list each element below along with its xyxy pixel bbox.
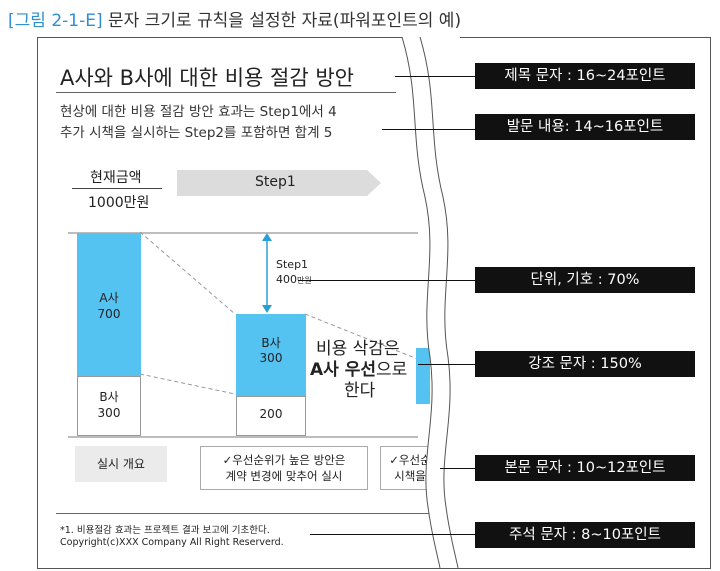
- emphasis-line-2: A사 우선으로: [310, 355, 407, 380]
- bar-a-company: A사 700: [77, 233, 141, 376]
- current-amount-value: 1000만원: [88, 195, 150, 211]
- callout-unit-size: 단위, 기호 : 70%: [475, 267, 695, 293]
- emphasis-strong-priority: 우선: [344, 360, 376, 380]
- title-underline: [56, 92, 396, 93]
- callout-body-size: 발문 내용: 14~16포인트: [475, 114, 695, 140]
- note-box-2-line-2: 시책을: [394, 469, 426, 483]
- slide-title: A사와 B사에 대한 비용 절감 방안: [60, 66, 354, 90]
- callout-text-size: 본문 문자 : 10~12포인트: [475, 455, 695, 481]
- body-line-2: 추가 시책을 실시하는 Step2를 포함하면 합계 5: [60, 125, 333, 141]
- bar-b-company: B사 300: [77, 376, 141, 436]
- callout-line-footnote: [310, 534, 475, 535]
- footnote-line-2: Copyright(c)XXX Company All Right Reserv…: [60, 537, 284, 548]
- body-line-1: 현상에 대한 비용 절감 방안 효과는 Step1에서 4: [60, 104, 337, 120]
- callout-line-title: [395, 76, 475, 77]
- step1-arrow-label: Step1: [255, 174, 296, 190]
- current-amount-divider: [72, 188, 162, 189]
- emphasis-line-1: 비용 삭감은: [316, 339, 400, 359]
- callout-footnote-size: 주석 문자 : 8~10포인트: [475, 522, 695, 548]
- implementation-summary-box: 실시 개요: [75, 446, 167, 482]
- footnote-line-1: *1. 비용절감 효과는 프로젝트 결과 보고에 기초한다.: [60, 525, 270, 536]
- bar3-clipped: [416, 348, 430, 404]
- torn-edge: [401, 37, 460, 568]
- callout-line-unit: [298, 280, 475, 281]
- figure-tag: [그림 2-1-E]: [8, 11, 103, 31]
- note-box-1-line-1: ✓우선순위가 높은 방안은: [222, 453, 346, 467]
- figure-title: [그림 2-1-E] 문자 크기로 규칙을 설정한 자료(파워포인트의 예): [8, 6, 461, 31]
- step1-arrow-shape: [177, 170, 381, 196]
- chart-top-line: [68, 232, 418, 234]
- step-delta-label: Step1: [276, 258, 309, 271]
- figure-title-text: 문자 크기로 규칙을 설정한 자료(파워포인트의 예): [102, 11, 462, 31]
- connector-lines: [140, 232, 421, 395]
- emphasis-suffix: 으로: [376, 360, 408, 380]
- step-delta-number: 400: [276, 273, 297, 286]
- footnote-divider: [56, 513, 446, 514]
- bar2-remaining: 200: [236, 396, 306, 436]
- note-box-2-line-1: ✓우선순: [389, 453, 431, 467]
- emphasis-strong-a: A사: [310, 360, 345, 380]
- callout-emphasis-size: 강조 문자 : 150%: [475, 351, 695, 377]
- callout-title-size: 제목 문자 : 16~24포인트: [475, 63, 695, 89]
- callout-line-text: [440, 468, 475, 469]
- note-box-1: ✓우선순위가 높은 방안은 계약 변경에 맞추어 실시: [200, 446, 368, 490]
- chart-baseline: [68, 436, 418, 438]
- bar2-b-company: B사 300: [236, 314, 306, 396]
- slide-frame: [37, 37, 711, 569]
- current-amount-label: 현재금액: [90, 170, 142, 186]
- note-box-1-line-2: 계약 변경에 맞추어 실시: [225, 469, 343, 483]
- emphasis-line-3: 한다: [344, 381, 376, 401]
- callout-line-body: [382, 129, 475, 130]
- step-delta-arrow: [262, 233, 272, 313]
- callout-line-emphasis: [418, 364, 475, 365]
